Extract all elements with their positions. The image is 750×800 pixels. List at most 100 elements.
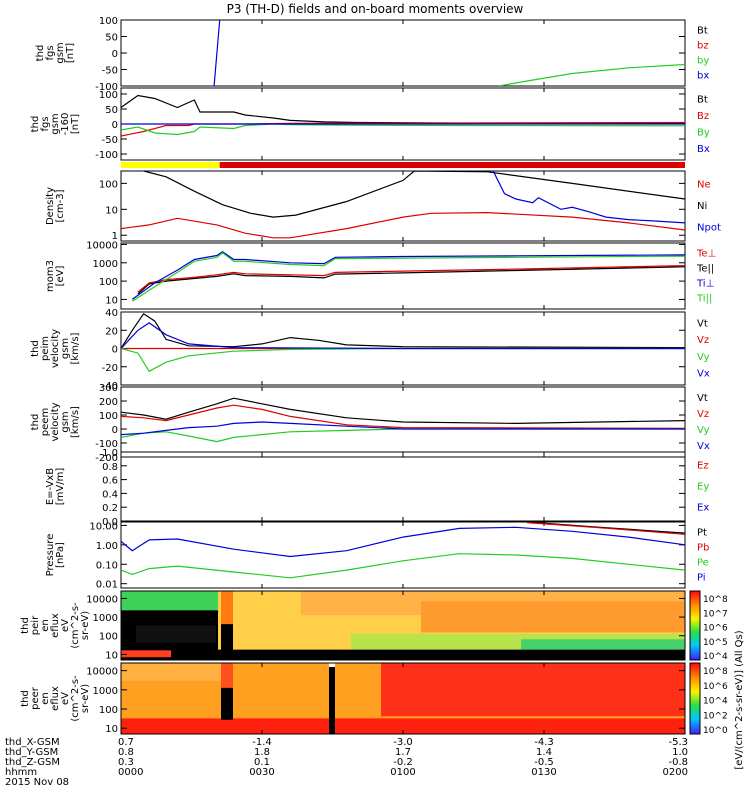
legend-entry: Pb	[697, 543, 709, 554]
colorbar-step	[690, 611, 700, 615]
colorbar-step	[690, 667, 700, 671]
colorbar-step	[690, 715, 700, 718]
colorbar-step	[690, 731, 700, 735]
y-tick-label: 100	[99, 277, 118, 288]
spectrogram	[121, 591, 685, 660]
y-tick-label: 10000	[86, 240, 118, 251]
legend-entry: Vz	[697, 335, 709, 346]
y-tick-label: -100	[95, 82, 118, 93]
y-axis-label: gsm	[60, 411, 71, 432]
panel-frame	[120, 521, 686, 589]
series-line-bx	[213, 20, 221, 86]
legend-entry: Bz	[697, 111, 709, 122]
x-axis-value: 0.8	[118, 747, 134, 758]
colorbar-step	[690, 625, 700, 629]
y-tick-label: -200	[95, 453, 118, 464]
colorbar-tick-label: 10^2	[703, 711, 728, 721]
series-line-Pb	[527, 522, 685, 535]
y-axis-label: Pressure	[45, 534, 56, 577]
y-axis-label: sr-eV)	[80, 611, 91, 640]
x-axis-value: 1.4	[536, 747, 552, 758]
colorbar-step	[690, 717, 700, 721]
spectrogram-band	[381, 663, 685, 717]
panel-frame	[120, 19, 686, 87]
series-line-Bt	[121, 94, 685, 124]
spectrogram	[121, 663, 685, 734]
y-axis-label: [km/s]	[70, 332, 81, 364]
legend-entry: Vy	[697, 352, 710, 363]
colorbar-step	[690, 679, 700, 683]
x-axis-value: -5.3	[668, 737, 688, 748]
colorbar-step	[690, 602, 700, 606]
colorbar-step	[690, 657, 700, 661]
colorbar-step	[690, 681, 700, 685]
spectrogram-band	[121, 591, 218, 611]
y-tick-label: 200	[99, 397, 118, 408]
y-axis-label: [nPa]	[55, 542, 66, 568]
colorbar-step	[690, 630, 700, 633]
x-axis-value: -1.4	[252, 737, 272, 748]
y-tick-label: 0.10	[96, 560, 118, 571]
y-axis-label: velocity	[50, 402, 61, 441]
colorbar-tick-label: 10^6	[703, 682, 728, 692]
y-axis-label: thd	[35, 45, 46, 62]
spectrogram-gap	[329, 663, 335, 734]
x-axis-value: -0.5	[534, 757, 554, 768]
legend-entry: Vx	[697, 441, 710, 452]
y-tick-label: 10	[105, 205, 118, 216]
colorbar-step	[690, 643, 700, 647]
x-axis-row-label: thd_X-GSM	[5, 737, 60, 748]
spectrogram-band	[121, 650, 171, 658]
y-tick-label: 10	[105, 650, 118, 661]
spectrogram-gap	[136, 625, 216, 643]
spectrogram-band	[421, 601, 685, 633]
y-axis-label: [eV]	[55, 266, 66, 287]
legend-entry: Ex	[697, 503, 709, 514]
legend-entry: Vx	[697, 369, 710, 380]
y-axis-label: gsm	[55, 42, 66, 63]
x-axis-value: 0.1	[254, 757, 270, 768]
y-tick-label: 20	[105, 326, 118, 337]
y-tick-label: 0	[112, 49, 118, 60]
legend-entry: Ey	[697, 482, 709, 493]
y-axis-label: eV	[60, 692, 71, 705]
y-tick-label: 0.8	[102, 462, 118, 473]
y-tick-label: 1000	[93, 259, 118, 270]
colorbar-step	[690, 686, 700, 690]
colorbar-tick-label: 10^0	[703, 726, 728, 736]
series-line-Ni	[143, 171, 685, 218]
colorbar-step	[690, 609, 700, 613]
y-tick-label: 100	[99, 632, 118, 643]
y-tick-label: 0	[112, 120, 118, 131]
colorbar-frame	[689, 590, 701, 661]
mode-bar-segment	[121, 162, 220, 168]
spectrogram-gap	[329, 663, 335, 667]
colorbar-tick-label: 10^4	[703, 697, 728, 707]
x-axis-value: 1.8	[254, 747, 270, 758]
colorbar-step	[690, 637, 700, 640]
colorbar-step	[690, 650, 700, 654]
legend-entry: Ti⊥	[696, 279, 714, 290]
spectrogram-gap	[221, 687, 233, 720]
legend-entry: Ne	[697, 180, 711, 191]
legend-entry: Vy	[697, 425, 710, 436]
y-axis-label: [cm-3]	[55, 189, 66, 222]
colorbar-step	[690, 724, 700, 728]
y-tick-label: 50	[105, 33, 118, 44]
y-axis-label: thd	[30, 340, 41, 357]
y-tick-label: 50	[105, 105, 118, 116]
colorbar-step	[690, 607, 700, 610]
colorbar-tick-label: 10^7	[703, 609, 728, 619]
series-line-Vx	[121, 322, 685, 350]
y-tick-label: -40	[102, 381, 118, 392]
colorbar-step	[690, 696, 700, 699]
x-axis-value: 0200	[663, 767, 688, 778]
y-tick-label: 1.00	[96, 541, 118, 552]
y-axis-label: en	[40, 619, 51, 632]
y-tick-label: 10	[105, 724, 118, 735]
series-line-Vt	[121, 397, 685, 425]
x-axis-value: 0100	[390, 767, 415, 778]
colorbar-frame	[689, 662, 701, 735]
legend-entry: Ti||	[696, 294, 712, 305]
